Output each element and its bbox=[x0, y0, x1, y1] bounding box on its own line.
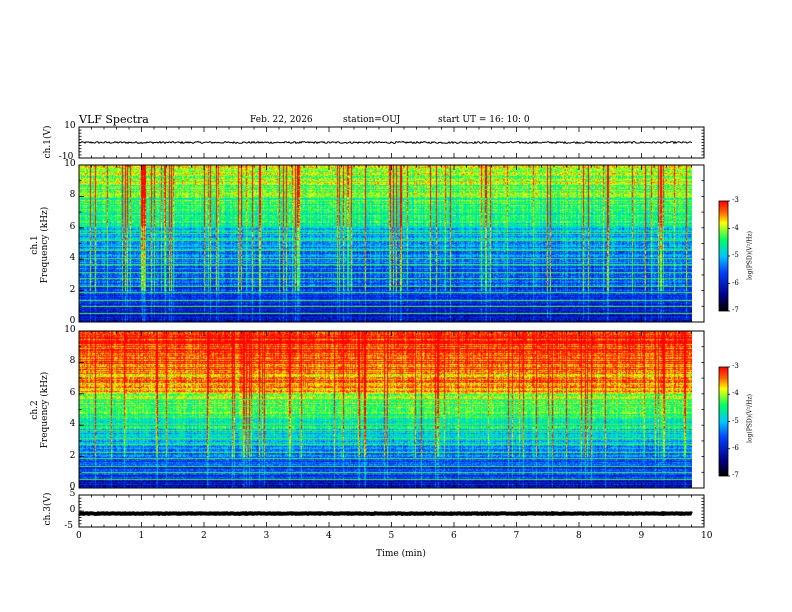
y-tick-label: 10 bbox=[64, 325, 76, 335]
colorbar-tick-label: -3 bbox=[732, 362, 739, 370]
y-tick-label: 8 bbox=[69, 356, 76, 367]
date-label: Feb. 22, 2026 bbox=[250, 115, 313, 125]
x-tick-label: 8 bbox=[576, 531, 582, 541]
y-tick-label: 10 bbox=[64, 121, 76, 131]
y-tick-label: 8 bbox=[69, 190, 76, 201]
y-tick-label: 6 bbox=[69, 221, 76, 232]
x-tick-label: 0 bbox=[76, 531, 82, 541]
colorbar-tick-label: -5 bbox=[732, 416, 739, 425]
ch3-waveform-line bbox=[78, 510, 693, 517]
y-tick-label: -10 bbox=[58, 152, 74, 162]
colorbar-tick-label: -4 bbox=[732, 389, 739, 398]
ch2-colorbar bbox=[718, 366, 729, 477]
y-tick-label: 0 bbox=[69, 505, 76, 515]
y-tick-label: 2 bbox=[69, 284, 76, 295]
x-tick-label: 6 bbox=[451, 531, 457, 541]
x-tick-label: 10 bbox=[701, 531, 713, 541]
ch2-spectrogram-image bbox=[79, 331, 692, 488]
x-tick-label: 5 bbox=[388, 531, 395, 541]
colorbar-tick-label: -3 bbox=[732, 196, 739, 204]
colorbar-tick-label: -5 bbox=[732, 251, 739, 259]
ch1-spectrogram-image bbox=[79, 165, 692, 322]
y-tick-label: 5 bbox=[69, 489, 76, 499]
y-tick-label: 4 bbox=[69, 253, 76, 264]
x-tick-label: 9 bbox=[638, 531, 645, 541]
y-tick-label: 6 bbox=[69, 387, 76, 398]
y-tick-label: 4 bbox=[69, 419, 76, 430]
y-tick-label: 10 bbox=[64, 159, 76, 169]
x-tick-label: 2 bbox=[201, 531, 207, 541]
x-tick-label: 1 bbox=[138, 531, 145, 541]
x-axis-label: Time (min) bbox=[376, 549, 426, 559]
start-time-label: start UT = 16: 10: 0 bbox=[438, 115, 530, 125]
ch1-waveform-line bbox=[78, 140, 693, 145]
colorbar-tick-label: -7 bbox=[732, 471, 739, 479]
y-tick-label: 2 bbox=[69, 450, 76, 461]
colorbar-tick-label: -6 bbox=[732, 443, 739, 452]
colorbar-tick-label: -4 bbox=[732, 223, 739, 232]
y-tick-label: 0 bbox=[69, 482, 76, 492]
y-tick-label: -5 bbox=[64, 521, 73, 531]
colorbar-tick-label: -6 bbox=[732, 278, 739, 287]
x-tick-label: 3 bbox=[263, 531, 270, 541]
station-label: station=OUJ bbox=[343, 115, 401, 125]
ch1-colorbar bbox=[718, 200, 729, 312]
colorbar-tick-label: -7 bbox=[732, 306, 739, 314]
y-tick-label: 0 bbox=[69, 316, 76, 326]
x-tick-label: 7 bbox=[513, 531, 520, 541]
chart-title: VLF Spectra bbox=[79, 113, 149, 126]
x-tick-label: 4 bbox=[326, 531, 332, 541]
